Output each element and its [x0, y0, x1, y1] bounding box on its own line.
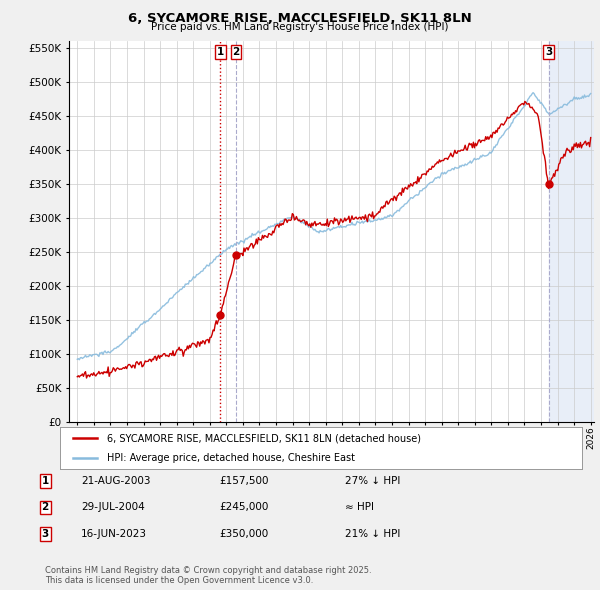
Text: 29-JUL-2004: 29-JUL-2004: [81, 503, 145, 512]
Text: 3: 3: [41, 529, 49, 539]
Text: 27% ↓ HPI: 27% ↓ HPI: [345, 476, 400, 486]
Text: 1: 1: [41, 476, 49, 486]
Text: £350,000: £350,000: [219, 529, 268, 539]
Text: 21-AUG-2003: 21-AUG-2003: [81, 476, 151, 486]
Text: 21% ↓ HPI: 21% ↓ HPI: [345, 529, 400, 539]
Bar: [548, 41, 594, 422]
Text: 6, SYCAMORE RISE, MACCLESFIELD, SK11 8LN: 6, SYCAMORE RISE, MACCLESFIELD, SK11 8LN: [128, 12, 472, 25]
Text: ≈ HPI: ≈ HPI: [345, 503, 374, 512]
Text: £157,500: £157,500: [219, 476, 269, 486]
Text: 2: 2: [232, 47, 239, 57]
Text: 1: 1: [217, 47, 224, 57]
Text: 6, SYCAMORE RISE, MACCLESFIELD, SK11 8LN (detached house): 6, SYCAMORE RISE, MACCLESFIELD, SK11 8LN…: [107, 433, 421, 443]
Text: 2: 2: [41, 503, 49, 512]
Text: HPI: Average price, detached house, Cheshire East: HPI: Average price, detached house, Ches…: [107, 453, 355, 463]
Text: 3: 3: [545, 47, 552, 57]
Text: 16-JUN-2023: 16-JUN-2023: [81, 529, 147, 539]
Text: £245,000: £245,000: [219, 503, 268, 512]
Text: Price paid vs. HM Land Registry's House Price Index (HPI): Price paid vs. HM Land Registry's House …: [151, 22, 449, 32]
Text: Contains HM Land Registry data © Crown copyright and database right 2025.
This d: Contains HM Land Registry data © Crown c…: [45, 566, 371, 585]
